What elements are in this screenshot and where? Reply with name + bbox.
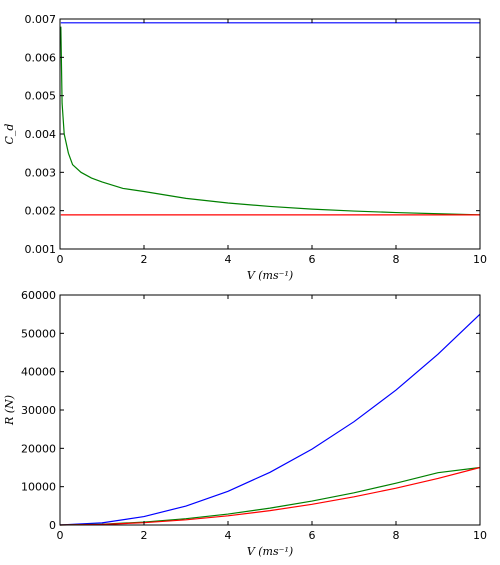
y-tick-label: 60000	[21, 289, 56, 302]
y-axis-label: R (N)	[3, 395, 16, 426]
x-tick-label: 2	[141, 253, 148, 266]
resistance-vs-velocity-chart: 0 2 4 6 8 10 0 10000 20000 30000 40000 50000 60000 V …	[3, 289, 487, 558]
x-tick-label: 10	[473, 529, 487, 542]
y-tick-label: 30000	[21, 404, 56, 417]
series-line-0	[59, 313, 481, 526]
plot-frame	[59, 294, 481, 526]
x-axis-label: V (ms⁻¹)	[247, 545, 293, 558]
y-tick-label: 0.005	[25, 90, 57, 103]
cd-vs-velocity-chart: 0 2 4 6 8 10 0.001 0.002 0.003 0.004 0.005 0.006 0.0…	[3, 13, 487, 282]
y-tick-label: 40000	[21, 366, 56, 379]
x-tick-label: 4	[225, 253, 232, 266]
x-tick-label: 2	[141, 529, 148, 542]
y-tick-label: 10000	[21, 481, 56, 494]
y-tick-label: 0.006	[25, 51, 57, 64]
series-line-2	[59, 466, 481, 526]
y-tick-label: 0.002	[25, 205, 57, 218]
y-tick-label: 0	[49, 519, 56, 532]
y-tick-label: 0.004	[25, 128, 57, 141]
x-tick-label: 4	[225, 529, 232, 542]
x-tick-label: 8	[393, 529, 400, 542]
y-tick-label: 0.003	[25, 166, 57, 179]
x-tick-label: 10	[473, 253, 487, 266]
y-tick-label: 0.001	[25, 243, 57, 256]
x-axis-label: V (ms⁻¹)	[247, 269, 293, 282]
series-line-1	[59, 466, 481, 526]
y-tick-label: 0.007	[25, 13, 57, 26]
x-tick-label: 0	[57, 253, 64, 266]
y-axis-label: C_d	[3, 124, 16, 145]
x-tick-label: 0	[57, 529, 64, 542]
y-tick-label: 20000	[21, 442, 56, 455]
series-line-1	[60, 26, 481, 216]
x-tick-label: 8	[393, 253, 400, 266]
x-tick-label: 6	[309, 253, 316, 266]
y-tick-label: 50000	[21, 327, 56, 340]
x-tick-label: 6	[309, 529, 316, 542]
